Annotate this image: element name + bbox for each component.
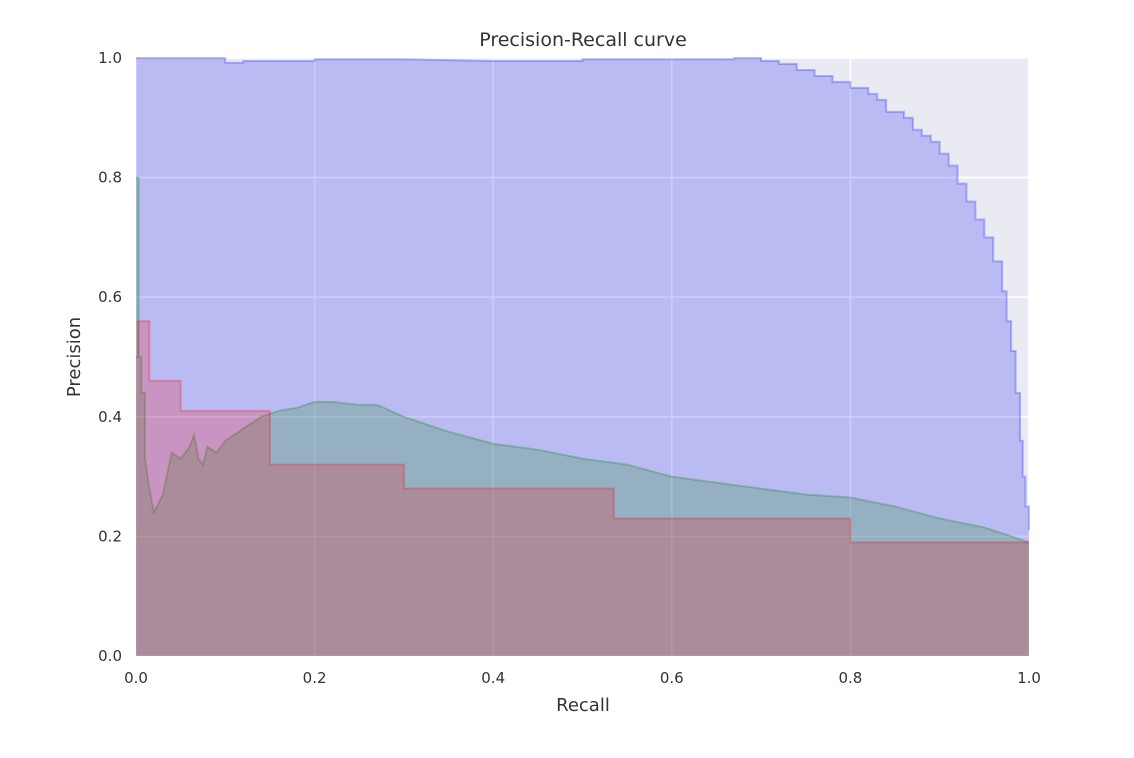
y-tick-label: 1.0 bbox=[98, 49, 122, 67]
x-tick-label: 0.2 bbox=[303, 669, 327, 687]
y-tick-labels: 0.0 0.2 0.4 0.6 0.8 1.0 bbox=[98, 49, 122, 665]
y-tick-label: 0.8 bbox=[98, 169, 122, 187]
y-tick-label: 0.4 bbox=[98, 408, 122, 426]
grid bbox=[135, 57, 1030, 657]
x-tick-label: 1.0 bbox=[1017, 669, 1041, 687]
y-tick-label: 0.0 bbox=[98, 647, 122, 665]
y-tick-label: 0.2 bbox=[98, 527, 122, 545]
x-tick-label: 0.0 bbox=[124, 669, 148, 687]
y-axis-label: Precision bbox=[64, 317, 85, 397]
x-tick-label: 0.4 bbox=[481, 669, 505, 687]
chart-title: Precision-Recall curve bbox=[479, 29, 687, 51]
series-1-area bbox=[136, 177, 1029, 656]
x-tick-label: 0.6 bbox=[660, 669, 684, 687]
series-layer bbox=[136, 57, 1030, 656]
x-axis-label: Recall bbox=[556, 695, 610, 716]
y-tick-label: 0.6 bbox=[98, 288, 122, 306]
series-2-area bbox=[136, 321, 1029, 656]
series-0-line bbox=[136, 57, 1030, 531]
plot-background bbox=[136, 58, 1029, 656]
x-tick-label: 0.8 bbox=[838, 669, 862, 687]
series-0-area bbox=[136, 58, 1029, 656]
series-1-line bbox=[136, 176, 1030, 544]
x-tick-labels: 0.0 0.2 0.4 0.6 0.8 1.0 bbox=[124, 669, 1041, 687]
series-2-line bbox=[136, 320, 1029, 544]
